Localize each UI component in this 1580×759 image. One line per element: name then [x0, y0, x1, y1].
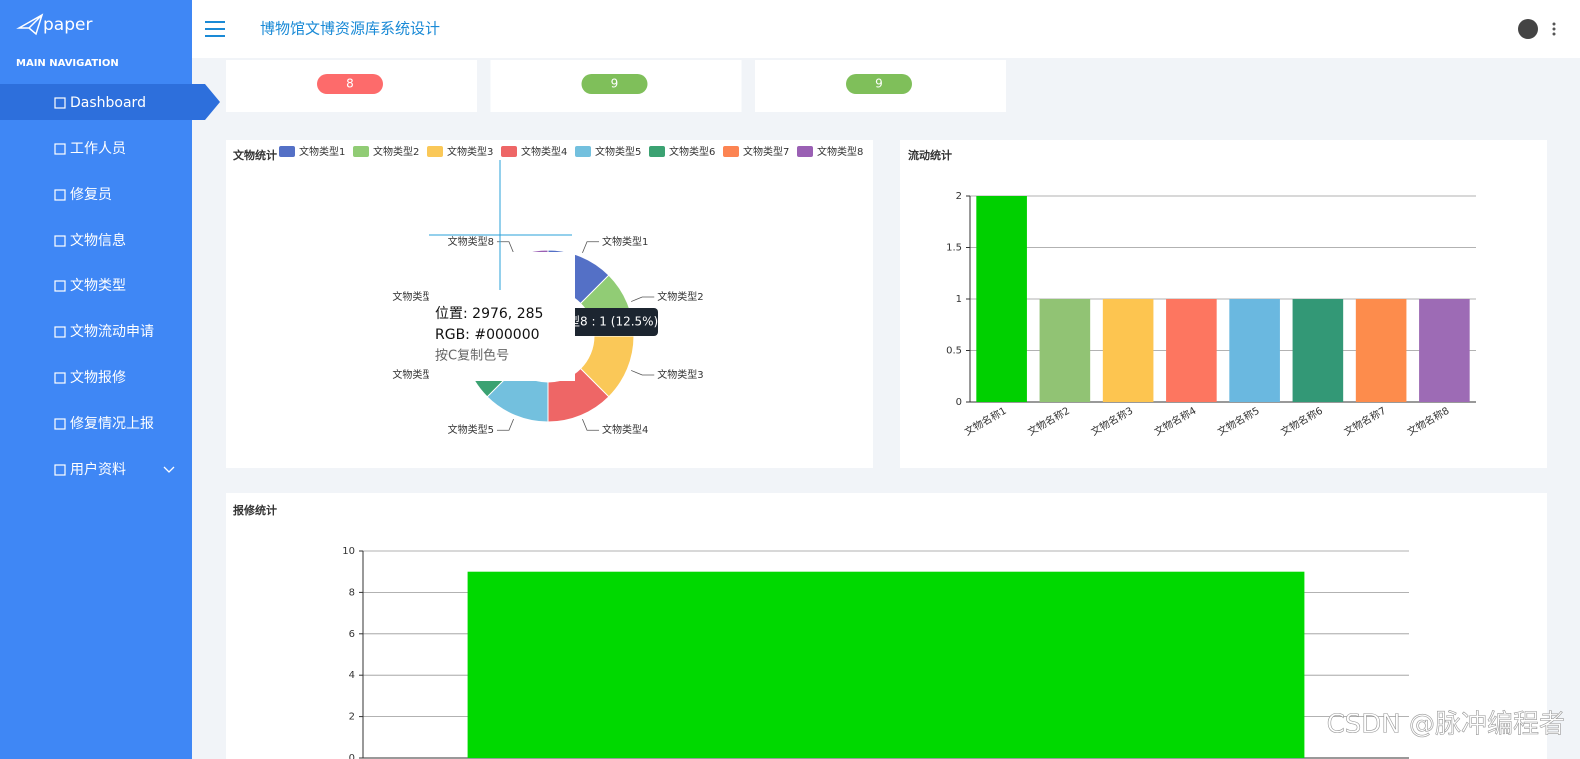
- header: [192, 0, 1580, 58]
- badge: [581, 74, 648, 94]
- slice-label: 文物类型4: [602, 423, 648, 436]
- y-tick-label: 2: [349, 712, 355, 723]
- picker-rgb: RGB: #000000: [435, 327, 540, 343]
- leader-line: [582, 418, 600, 431]
- chart-title: 报修统计: [233, 503, 277, 517]
- y-tick-label: 6: [349, 629, 355, 640]
- nav-item[interactable]: 工作人员: [70, 141, 126, 157]
- y-tick-label: 10: [342, 546, 355, 557]
- logo-icon: [16, 13, 44, 36]
- nav-icon: [54, 143, 66, 155]
- legend-swatch: [575, 146, 591, 157]
- nav-item[interactable]: 文物信息: [70, 232, 126, 249]
- legend-swatch: [797, 146, 813, 157]
- chevron: [163, 466, 175, 473]
- leader-line: [496, 418, 514, 431]
- tooltip: [560, 308, 658, 336]
- nav-icon: [54, 464, 66, 476]
- sidebar: [0, 0, 192, 759]
- legend-label[interactable]: 文物类型3: [447, 145, 493, 158]
- legend-label[interactable]: 文物类型1: [299, 145, 345, 158]
- header-title: 博物馆文博资源库系统设计: [260, 20, 440, 38]
- tooltip-text: 型8 : 1 (12.5%): [568, 315, 658, 329]
- color-picker: [429, 252, 575, 381]
- slice-label: 文物类型1: [602, 235, 648, 248]
- leader-line: [582, 241, 600, 254]
- nav-icon: [54, 189, 66, 201]
- y-tick-label: 4: [349, 670, 355, 681]
- nav-icon: [54, 235, 66, 247]
- legend-swatch: [353, 146, 369, 157]
- nav-item[interactable]: 用户资料: [70, 461, 126, 478]
- y-tick-label: 0.5: [946, 346, 962, 357]
- legend-label[interactable]: 文物类型5: [595, 145, 641, 158]
- nav-icon: [54, 418, 66, 430]
- y-tick-label: 1.5: [946, 243, 962, 254]
- bar: [1229, 299, 1280, 402]
- nav-icon: [54, 280, 66, 292]
- menu-toggle[interactable]: [205, 21, 225, 37]
- leader-line: [630, 296, 655, 302]
- nav-item[interactable]: 修复情况上报: [70, 415, 154, 432]
- active-item: [0, 84, 220, 120]
- nav-item[interactable]: 文物类型: [70, 278, 126, 294]
- bar: [1355, 299, 1407, 402]
- badge: [317, 74, 383, 94]
- more-menu[interactable]: [1552, 22, 1556, 36]
- legend-swatch: [649, 146, 665, 157]
- legend-label[interactable]: 文物类型8: [817, 145, 863, 158]
- watermark: CSDN @脉冲编程者: [1327, 710, 1565, 740]
- logo: paper: [43, 15, 92, 35]
- nav-item[interactable]: Dashboard: [70, 95, 146, 111]
- slice-label: 文物类型5: [448, 423, 494, 436]
- nav-item[interactable]: 文物报修: [70, 370, 126, 386]
- bar: [467, 571, 1305, 758]
- bar: [1166, 299, 1217, 402]
- picker-position: 位置: 2976, 285: [435, 306, 543, 322]
- y-tick-label: 1: [956, 294, 962, 305]
- legend-swatch: [723, 146, 739, 157]
- nav-icon: [54, 97, 66, 109]
- slice-label: 文物类型3: [657, 368, 703, 381]
- y-tick-label: 2: [956, 191, 962, 202]
- slice-label: 文物类型8: [448, 235, 494, 248]
- badge: [846, 74, 912, 94]
- legend-label[interactable]: 文物类型4: [521, 145, 567, 158]
- slice-label: 文物类型7: [392, 290, 438, 303]
- leader-line: [496, 241, 514, 254]
- nav-section: MAIN NAVIGATION: [16, 58, 119, 69]
- y-tick-label: 8: [349, 587, 355, 598]
- nav-item[interactable]: 修复员: [70, 186, 112, 203]
- legend-swatch: [501, 146, 517, 157]
- nav-icon: [54, 372, 66, 384]
- badge-value: 9: [611, 77, 619, 91]
- badge-value: 8: [346, 77, 354, 91]
- leader-line: [630, 370, 655, 376]
- legend-label[interactable]: 文物类型6: [669, 145, 715, 158]
- legend-label[interactable]: 文物类型7: [743, 145, 789, 158]
- y-tick-label: 0: [349, 753, 355, 759]
- legend-label[interactable]: 文物类型2: [373, 145, 419, 158]
- y-tick-label: 0: [956, 397, 962, 408]
- bar: [1292, 299, 1344, 402]
- chart-title: 流动统计: [908, 148, 952, 162]
- picker-hint: 按C复制色号: [435, 348, 509, 364]
- bar: [1419, 299, 1470, 402]
- slice-label: 文物类型2: [657, 290, 703, 303]
- chart-title: 文物统计: [233, 148, 277, 162]
- avatar[interactable]: [1518, 19, 1538, 39]
- bar: [1102, 299, 1154, 402]
- slice-label: 文物类型6: [392, 368, 438, 381]
- legend-swatch: [279, 146, 295, 157]
- badge-value: 9: [875, 77, 883, 91]
- nav-item[interactable]: 文物流动申请: [70, 324, 154, 340]
- bar: [976, 196, 1027, 402]
- bar: [1039, 299, 1091, 402]
- nav-icon: [54, 326, 66, 338]
- legend-swatch: [427, 146, 443, 157]
